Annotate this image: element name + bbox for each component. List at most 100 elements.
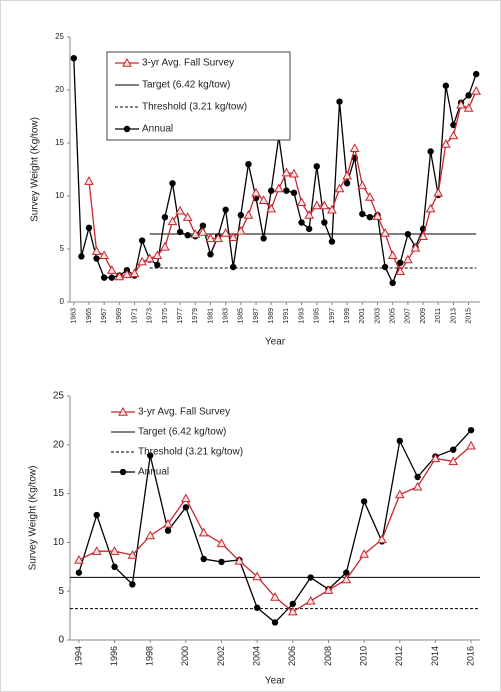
legend-label: Target (6.42 kg/tow) [138,427,226,438]
data-point [410,242,421,252]
x-tick-label: 1994 [73,646,83,666]
data-point [245,161,252,168]
x-tick-label: 2010 [359,646,369,666]
data-point [199,222,207,229]
y-tick-label: 25 [53,391,65,402]
x-axis-label: Year [265,676,286,687]
data-point [343,569,350,576]
data-point [430,453,441,463]
legend-marker [123,125,131,133]
data-point [281,167,292,177]
data-point [182,504,190,511]
data-point [359,210,366,218]
data-point [414,473,421,481]
legend-label: Annual [138,467,169,478]
data-point [396,437,403,445]
data-point [341,574,352,584]
data-point [109,546,120,555]
x-tick-label: 1969 [116,308,123,324]
data-point [230,263,237,271]
x-tick-label: 1963 [71,308,78,324]
x-tick-label: 1965 [86,308,93,324]
data-point [122,269,132,279]
data-point [290,189,298,197]
x-tick-label: 2013 [450,308,457,324]
data-point [343,180,351,187]
x-tick-label: 1989 [268,308,275,324]
data-point [234,555,245,565]
data-point [216,538,227,548]
legend-label: 3-yr Avg. Fall Survey [142,58,234,69]
data-point [334,183,345,193]
data-point [473,70,480,78]
data-point [442,82,450,89]
data-point [328,238,336,245]
data-point [397,259,404,266]
data-point [144,253,155,263]
data-point [319,200,330,210]
data-point [387,250,398,260]
data-point [296,197,307,207]
data-point [106,265,117,274]
data-point [70,55,77,62]
data-point [258,195,269,204]
x-tick-label: 2005 [390,308,397,324]
data-point [365,192,375,201]
data-point [237,211,245,219]
x-tick-label: 1967 [101,308,108,324]
data-point [381,263,389,271]
data-point [287,606,298,616]
y-tick-label: 0 [58,635,64,646]
data-point [190,229,201,238]
y-tick-label: 15 [55,138,64,147]
x-tick-label: 2002 [216,646,226,666]
data-point [200,555,207,563]
data-point [213,233,223,243]
x-tick-label: 1981 [207,308,214,324]
x-tick-label: 2007 [405,308,412,324]
data-point [243,210,254,219]
data-point [311,200,322,210]
legend-marker [122,57,132,67]
data-point [298,219,305,226]
data-point [359,549,369,558]
data-point [160,241,170,251]
data-point [466,440,476,450]
data-point [161,214,169,221]
data-point [207,251,214,258]
data-point [218,558,225,566]
x-tick-label: 1999 [344,308,351,324]
data-point [471,86,482,95]
x-tick-label: 2015 [465,308,472,324]
data-point [164,527,172,534]
x-tick-label: 1979 [192,308,199,324]
data-point [129,581,136,588]
data-point [252,571,263,581]
legend-label: 3-yr Avg. Fall Survey [138,407,230,418]
data-point [456,99,466,109]
x-tick-label: 1995 [314,308,321,324]
data-point [84,176,94,185]
data-point [91,246,102,255]
data-point [360,498,368,505]
data-point [336,98,343,105]
data-point [260,235,267,242]
data-point [467,426,475,434]
x-tick-label: 1987 [253,308,260,324]
y-axis-label: Survey Weight (Kg/tow) [30,117,41,222]
data-point [394,489,405,499]
x-tick-label: 2012 [394,646,404,666]
data-point [433,187,444,197]
y-axis-label: Survey Weight (Kg/tow) [28,466,39,571]
data-point [349,143,360,152]
data-point [175,205,185,215]
data-point [220,228,231,237]
data-point [412,481,423,491]
data-point [440,139,451,148]
data-point [366,214,374,221]
data-point [100,274,108,281]
data-point [448,456,459,466]
data-point [91,546,102,555]
data-point [129,268,140,278]
